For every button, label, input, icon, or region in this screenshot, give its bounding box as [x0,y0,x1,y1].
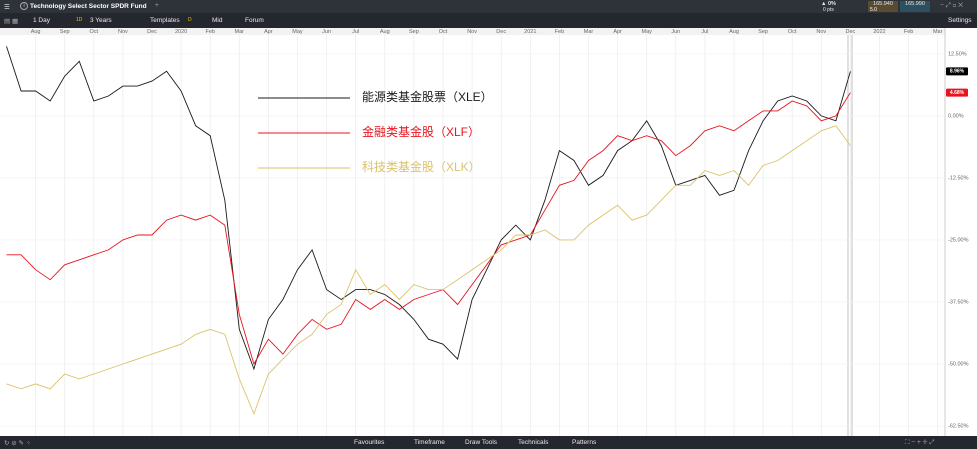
ask-price[interactable]: 165.990 [900,1,930,12]
y-tick-label: -25.00% [948,237,969,243]
x-tick-label: Aug [729,29,739,35]
templates-badge: D [188,17,192,23]
series-line [6,125,851,415]
zoom-controls[interactable]: ⛶ − + ✛ ⤢ [905,439,935,446]
x-tick-label: Sep [409,29,419,35]
x-tick-label: Apr [264,29,273,35]
x-tick-label: Oct [90,29,99,35]
change: 0% [828,1,836,7]
x-tick-label: Nov [118,29,128,35]
legend-label: 科技类基金股（XLK） [362,159,481,174]
x-tick-label: May [642,29,653,35]
y-tick-label: -12.50% [948,175,969,181]
x-tick-label: Dec [496,29,506,35]
legend-label: 金融类基金股（XLF） [362,124,480,139]
y-tick-label: 12.50% [948,51,967,57]
x-tick-label: Feb [904,29,913,35]
bid-price[interactable]: 165.940 [868,1,898,12]
x-tick-label: 2022 [873,29,885,35]
x-tick-label: Dec [846,29,856,35]
title-bar: ☰ i Technology Select Sector SPDR Fund +… [0,0,977,13]
y-tick-label: -50.00% [948,361,969,367]
bottom-tab[interactable]: Technicals [518,439,549,446]
tool-icons[interactable]: ↻ ⊘ ✎ ⁘ [4,440,32,447]
add-tab[interactable]: + [155,2,159,9]
price-type[interactable]: Mid [212,17,223,24]
x-tick-label: Oct [439,29,448,35]
chart: Aug Sep Oct Nov Dec 2020 Feb Mar Apr May Jun Jul Aug… [0,28,969,436]
x-tick-label: Feb [205,29,214,35]
x-tick-label: May [292,29,303,35]
x-tick-label: Sep [60,29,70,35]
toolbar: ▤ ▦ 1 Day 1D 3 Years Templates D Mid For… [0,13,977,28]
info-icon[interactable]: i [20,2,28,10]
bottom-tab[interactable]: Draw Tools [465,439,498,446]
legend-label: 能源类基金股票（XLE） [362,89,493,104]
price-badge-label: 4.68% [950,90,965,96]
forum[interactable]: Forum [245,17,264,24]
settings[interactable]: Settings [948,17,972,24]
x-tick-label: Feb [555,29,564,35]
x-tick-label: Sep [758,29,768,35]
x-tick-label: Jul [701,29,708,35]
window-controls[interactable]: − ⤢ ◻ ✕ [940,2,964,9]
price-badge-label: 8.96% [950,69,965,75]
x-tick-label: Aug [380,29,390,35]
menu-icon[interactable]: ☰ [4,4,10,11]
x-tick-label: Dec [147,29,157,35]
x-tick-label: Mar [933,29,943,35]
x-tick-label: Apr [613,29,622,35]
instrument-title[interactable]: Technology Select Sector SPDR Fund [30,3,147,10]
templates[interactable]: Templates [150,17,180,24]
bottom-tab[interactable]: Favourites [354,439,385,446]
x-tick-label: Aug [31,29,41,35]
bottom-bar: ↻ ⊘ ✎ ⁘ Favourites Timeframe Draw Tools Tec… [0,436,977,449]
interval-badge: 1D [76,17,83,23]
series-line [6,92,851,366]
price-badge [946,88,968,97]
x-tick-label: Mar [235,29,245,35]
points: 0 pts [823,7,834,13]
bottom-tab[interactable]: Patterns [572,439,597,446]
y-tick-label: -62.50% [948,424,969,430]
x-tick-label: 2020 [175,29,187,35]
range[interactable]: 3 Years [90,17,112,24]
x-tick-label: Jun [671,29,680,35]
x-axis-strip [0,28,945,35]
spread: 5.0 [870,7,877,13]
x-tick-label: Jun [322,29,331,35]
price-badge [946,67,968,76]
series-line [6,46,851,371]
bottom-tab[interactable]: Timeframe [414,439,445,446]
x-tick-label: Nov [816,29,826,35]
change-icon: ▲ [821,1,827,7]
y-tick-label: 0.00% [948,113,964,119]
x-tick-label: Nov [467,29,477,35]
interval[interactable]: 1 Day [33,17,50,24]
x-tick-label: Mar [584,29,594,35]
layout-icon[interactable]: ▤ ▦ [4,18,19,25]
x-tick-label: Jul [352,29,359,35]
x-tick-label: Oct [788,29,797,35]
y-tick-label: -37.50% [948,299,969,305]
x-tick-label: 2021 [524,29,536,35]
